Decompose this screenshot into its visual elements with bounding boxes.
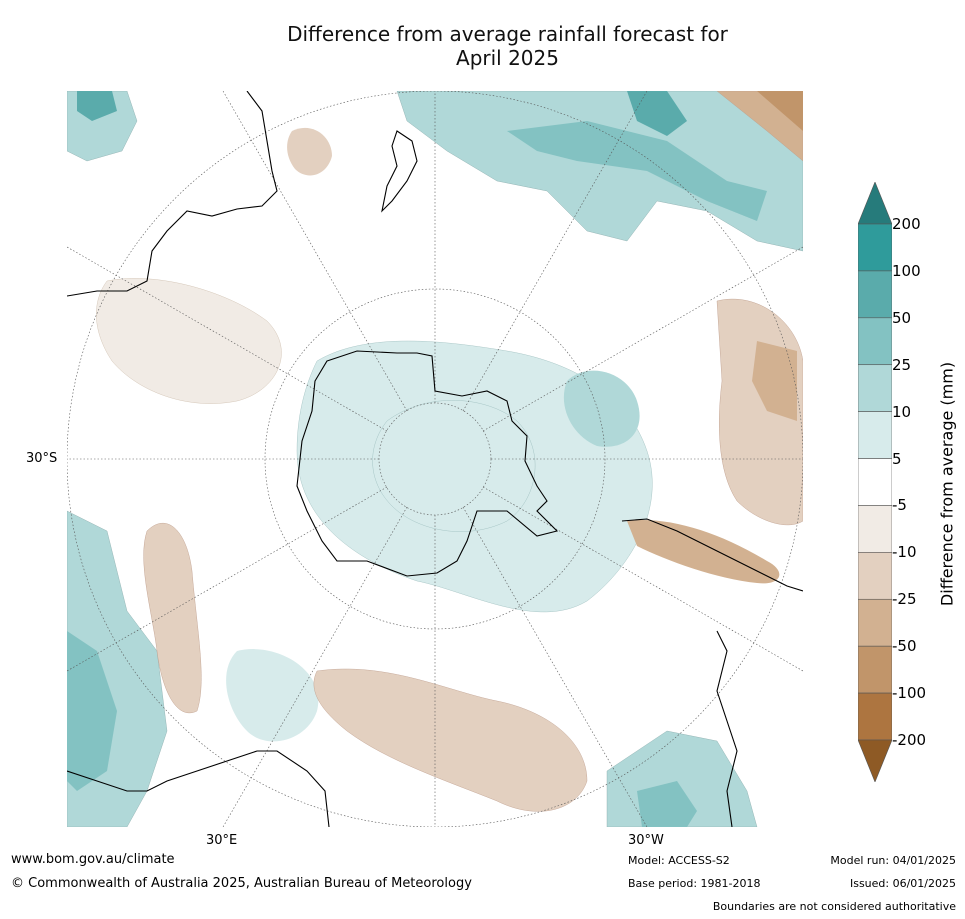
copyright-text: © Commonwealth of Australia 2025, Austra… — [11, 876, 472, 891]
australia-coastline — [67, 91, 278, 297]
wet-region-west-core — [67, 631, 117, 791]
colorbar-tick-label: 10 — [892, 402, 912, 421]
dry-region-northeast-corner-core — [757, 91, 803, 131]
colorbar-tick-label: -200 — [892, 731, 927, 749]
polar-map — [67, 91, 803, 827]
colorbar-extend-bottom — [857, 739, 893, 783]
title-line-1: Difference from average rainfall forecas… — [287, 22, 728, 46]
colorbar-bin — [857, 598, 893, 647]
colorbar-bin — [857, 411, 893, 459]
title-line-2: April 2025 — [456, 46, 559, 70]
colorbar-graphic — [857, 181, 893, 783]
dry-anomaly-regions — [96, 91, 803, 812]
issued-info: Issued: 06/01/2025 — [849, 877, 956, 890]
latitude-label-30s: 30°S — [26, 451, 58, 466]
colorbar-tick-label: 100 — [892, 261, 921, 280]
model-run-info: Model run: 04/01/2025 — [830, 854, 956, 867]
base-period-info: Base period: 1981-2018 — [628, 877, 761, 890]
antarctica-coastline — [296, 350, 559, 577]
graticule — [67, 91, 803, 827]
colorbar-tick-label: -5 — [892, 496, 907, 515]
model-info: Model: ACCESS-S2 — [628, 854, 730, 867]
colorbar-bin — [857, 458, 893, 506]
africa-coastline — [67, 750, 330, 827]
wet-anomaly-regions — [67, 91, 803, 827]
wet-region-northwest-core — [77, 91, 117, 121]
colorbar-bin — [857, 552, 893, 600]
new-zealand-coastline — [381, 130, 418, 213]
colorbar-tick-label: -50 — [892, 637, 917, 656]
colorbar-extend-top — [857, 181, 893, 225]
wet-region-east-patch — [563, 370, 640, 447]
map-panel — [67, 91, 803, 827]
dry-region-west-band — [143, 523, 202, 714]
wet-region-southeast-core — [637, 781, 697, 827]
colorbar-tick-label: 50 — [892, 308, 912, 327]
colorbar-bin — [857, 692, 893, 741]
wet-region-northeast-peak — [627, 91, 687, 136]
dry-region-north-patch — [287, 127, 332, 176]
colorbar-title: Difference from average (mm) — [937, 361, 957, 607]
colorbar-tick-label: 25 — [892, 355, 912, 374]
wet-region-northeast — [396, 91, 803, 252]
colorbar-bin — [857, 645, 893, 694]
website-link[interactable]: www.bom.gov.au/climate — [11, 852, 175, 867]
south-america-coastline — [621, 518, 803, 827]
coastlines — [67, 91, 803, 827]
colorbar-tick-label: 200 — [892, 215, 921, 233]
colorbar-tick-label: -25 — [892, 590, 917, 609]
colorbar-bin — [857, 505, 893, 553]
colorbar-bin — [857, 270, 893, 319]
colorbar-tick-label: -100 — [892, 684, 927, 703]
colorbar-bin — [857, 317, 893, 366]
chart-title: Difference from average rainfall forecas… — [200, 22, 815, 70]
dry-region-northwest-patch — [96, 278, 282, 404]
longitude-label-30e: 30°E — [206, 833, 238, 848]
wet-region-south-patch — [226, 649, 319, 742]
colorbar-bin — [857, 364, 893, 412]
colorbar-tick-label: -10 — [892, 543, 917, 562]
longitude-label-30w: 30°W — [628, 833, 664, 848]
dry-region-east-core — [752, 341, 797, 421]
colorbar-bin — [857, 223, 893, 272]
colorbar — [857, 181, 893, 783]
latitude-circle-60s — [264, 288, 606, 630]
dry-region-south-america-coast — [627, 520, 780, 584]
wet-region-northeast-core — [507, 121, 767, 221]
disclaimer-text: Boundaries are not considered authoritat… — [712, 900, 956, 913]
colorbar-tick-label: 5 — [892, 449, 902, 468]
dry-region-south-band — [313, 668, 588, 812]
